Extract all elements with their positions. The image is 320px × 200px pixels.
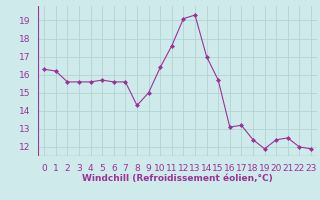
- X-axis label: Windchill (Refroidissement éolien,°C): Windchill (Refroidissement éolien,°C): [82, 174, 273, 183]
